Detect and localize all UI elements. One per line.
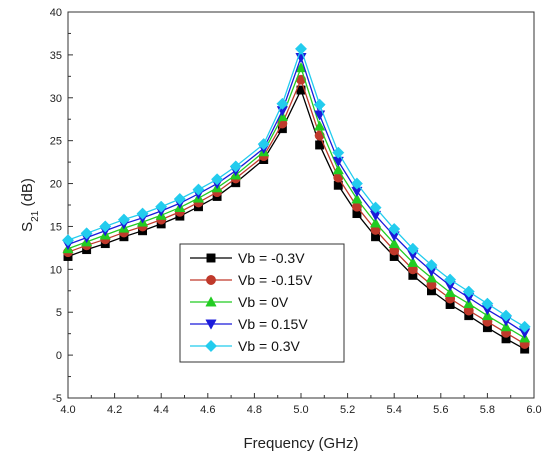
data-point: [314, 120, 326, 131]
data-point: [80, 227, 93, 240]
legend-label: Vb = 0.3V: [238, 338, 301, 354]
data-point: [388, 237, 400, 249]
legend-label: Vb = 0.15V: [238, 316, 308, 332]
y-tick-label: 5: [56, 307, 62, 319]
data-point: [229, 160, 242, 173]
data-point: [332, 146, 345, 159]
data-point: [444, 273, 457, 286]
data-point: [276, 97, 289, 110]
data-point: [407, 256, 419, 267]
y-tick-label: 25: [50, 136, 62, 148]
y-tick-label: 40: [50, 7, 62, 19]
y-tick-label: -5: [52, 393, 62, 405]
x-tick-label: 5.0: [293, 404, 308, 416]
x-tick-label: 5.4: [387, 404, 402, 416]
data-point: [499, 309, 513, 322]
y-tick-label: 0: [56, 350, 62, 362]
data-point: [481, 297, 494, 310]
legend-item: Vb = -0.3V: [190, 250, 305, 266]
x-tick-label: 4.8: [247, 404, 262, 416]
legend: Vb = -0.3V Vb = -0.15V Vb = 0V Vb = 0.15V Vb…: [179, 243, 345, 363]
data-point: [206, 253, 216, 263]
data-point: [388, 222, 401, 236]
data-point: [406, 242, 419, 255]
data-point: [518, 320, 531, 333]
y-tick-label: 35: [50, 50, 62, 62]
data-point: [425, 258, 438, 272]
data-point: [351, 193, 363, 204]
legend-item: Vb = 0V: [190, 294, 289, 310]
x-tick-label: 4.6: [200, 404, 215, 416]
x-tick-label: 6.0: [526, 404, 541, 416]
x-tick-label: 4.0: [60, 404, 75, 416]
series: [61, 42, 531, 333]
axis-ticks: 4.0 4.2 4.4 4.6 4.8 5.0 5.2 5.4 5.6 5.8 6.0 -5 0 5 10 1…: [50, 7, 542, 416]
x-tick-label: 5.2: [340, 404, 355, 416]
data-point: [155, 200, 168, 213]
x-axis-title: Frequency (GHz): [243, 435, 358, 452]
y-tick-label: 15: [50, 221, 62, 233]
data-point: [257, 138, 270, 151]
data-point: [350, 177, 363, 190]
data-point: [204, 339, 218, 353]
data-point: [192, 183, 205, 196]
y-axis-title: S21 (dB): [19, 178, 41, 232]
data-point: [444, 286, 456, 297]
data-point: [462, 285, 475, 298]
legend-label: Vb = 0V: [238, 294, 289, 310]
data-point: [211, 173, 224, 186]
legend-label: Vb = -0.15V: [238, 272, 313, 288]
legend-item: Vb = -0.15V: [190, 272, 313, 288]
data-point: [294, 42, 308, 55]
data-point: [61, 234, 75, 247]
data-point: [369, 201, 382, 214]
legend-label: Vb = -0.3V: [238, 250, 305, 266]
legend-item: Vb = 0.15V: [190, 316, 308, 332]
x-tick-label: 4.4: [154, 404, 169, 416]
x-tick-label: 5.8: [480, 404, 495, 416]
y-tick-label: 20: [50, 179, 62, 191]
x-tick-label: 4.2: [107, 404, 122, 416]
y-tick-label: 10: [50, 264, 62, 276]
data-point: [117, 213, 130, 226]
data-point: [206, 275, 216, 285]
data-point: [205, 319, 217, 330]
data-point: [425, 272, 438, 283]
x-tick-label: 5.6: [433, 404, 448, 416]
data-point: [313, 98, 326, 111]
data-point: [136, 207, 149, 220]
data-point: [369, 217, 382, 228]
data-point: [332, 164, 344, 175]
series-layer: [61, 42, 531, 354]
data-point: [205, 296, 217, 307]
legend-item: Vb = 0.3V: [190, 338, 301, 354]
data-point: [173, 192, 186, 206]
data-point: [99, 220, 112, 233]
y-tick-label: 30: [50, 93, 62, 105]
